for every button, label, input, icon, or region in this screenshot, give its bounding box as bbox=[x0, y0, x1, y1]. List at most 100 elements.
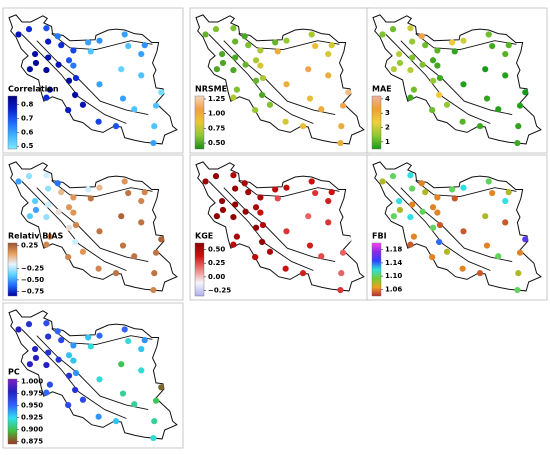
station-dot bbox=[252, 204, 260, 211]
station-dot bbox=[396, 50, 403, 58]
station-dot bbox=[409, 38, 416, 45]
country-outline bbox=[195, 161, 365, 292]
station-dot bbox=[72, 238, 79, 246]
station-dot bbox=[449, 39, 456, 46]
station-dot bbox=[131, 401, 138, 408]
station-dot bbox=[410, 86, 417, 93]
station-dot bbox=[483, 95, 491, 102]
country-outline bbox=[372, 14, 542, 145]
station-dot bbox=[337, 139, 344, 147]
colorbar-tick-label: 1.06 bbox=[385, 285, 402, 293]
colorbar-tick-label: 0.7 bbox=[21, 114, 34, 122]
station-dot bbox=[158, 384, 165, 391]
station-dot bbox=[151, 270, 158, 277]
station-dot bbox=[70, 47, 77, 54]
station-dot bbox=[121, 178, 128, 185]
zone-boundary bbox=[223, 40, 336, 116]
station-dot bbox=[43, 25, 50, 32]
station-dot bbox=[95, 265, 102, 272]
station-dot bbox=[87, 343, 94, 350]
zone-boundary bbox=[400, 187, 513, 263]
station-dot bbox=[299, 270, 307, 277]
station-dot bbox=[55, 61, 62, 68]
station-dot bbox=[436, 74, 444, 82]
zone-boundary bbox=[238, 33, 340, 51]
station-dot bbox=[85, 334, 92, 341]
station-dot bbox=[522, 89, 529, 96]
station-dot bbox=[72, 91, 79, 99]
station-dot bbox=[213, 213, 220, 220]
map-panel: KGE 0.50 0.25 0.00 −0.25 bbox=[189, 154, 371, 301]
station-dot bbox=[72, 221, 80, 229]
station-dot bbox=[65, 254, 72, 261]
station-dot bbox=[418, 180, 425, 187]
station-dot bbox=[45, 349, 52, 356]
station-dot bbox=[230, 66, 237, 74]
station-dot bbox=[305, 66, 312, 73]
station-dot bbox=[436, 238, 443, 246]
zone-boundary bbox=[208, 34, 314, 124]
colorbar-tick-label: −0.25 bbox=[208, 287, 231, 295]
colorbar-tick-label: 1.14 bbox=[385, 259, 402, 267]
station-dot bbox=[434, 209, 441, 216]
station-dot bbox=[345, 236, 352, 243]
station-dot bbox=[259, 74, 267, 82]
station-dot bbox=[45, 54, 52, 61]
station-dot bbox=[514, 139, 521, 147]
station-dot bbox=[152, 397, 160, 404]
colorbar-title: KGE bbox=[195, 232, 213, 241]
station-dot bbox=[87, 48, 94, 55]
station-dot bbox=[150, 434, 157, 442]
colorbar-tick-label: 0.8 bbox=[21, 100, 34, 108]
station-dot bbox=[45, 185, 52, 192]
station-dot bbox=[485, 31, 492, 38]
country-outline bbox=[195, 14, 365, 145]
station-dot bbox=[79, 248, 87, 255]
colorbar-tick-label: 0.50 bbox=[208, 139, 225, 147]
station-dot bbox=[429, 107, 436, 114]
station-dot bbox=[79, 396, 87, 403]
station-dot bbox=[308, 178, 315, 185]
station-dot bbox=[443, 101, 451, 108]
station-dot bbox=[409, 201, 416, 208]
station-dot bbox=[390, 213, 397, 220]
zone-boundary bbox=[36, 335, 149, 411]
zone-boundary bbox=[223, 187, 336, 263]
station-dot bbox=[485, 178, 492, 185]
station-dot bbox=[138, 50, 145, 58]
station-dot bbox=[70, 194, 77, 201]
station-dot bbox=[306, 242, 314, 249]
station-dot bbox=[242, 61, 249, 68]
station-dot bbox=[489, 189, 496, 197]
colorbar-title: Relativ BIAS bbox=[8, 232, 64, 241]
station-dot bbox=[396, 59, 404, 67]
station-dot bbox=[449, 186, 456, 193]
station-dot bbox=[158, 89, 165, 96]
station-dot bbox=[96, 376, 103, 383]
station-dot bbox=[274, 195, 281, 202]
station-dot bbox=[152, 102, 160, 109]
station-dot bbox=[308, 31, 315, 38]
zone-boundary bbox=[21, 329, 127, 419]
station-dot bbox=[242, 208, 249, 215]
station-dot bbox=[282, 265, 289, 272]
colorbar-tick-label: 3 bbox=[385, 109, 390, 117]
station-dot bbox=[55, 208, 62, 215]
station-dot bbox=[245, 189, 252, 196]
station-dot bbox=[259, 221, 267, 229]
colorbar bbox=[371, 95, 382, 150]
station-dot bbox=[257, 47, 264, 54]
station-dot bbox=[26, 213, 33, 220]
station-dot bbox=[407, 172, 414, 179]
station-dot bbox=[43, 389, 50, 396]
station-dot bbox=[45, 38, 52, 45]
zone-boundary bbox=[238, 180, 340, 198]
station-dot bbox=[306, 95, 314, 102]
station-dot bbox=[312, 42, 319, 50]
station-dot bbox=[26, 66, 33, 73]
colorbar-tick-label: 0.00 bbox=[208, 273, 225, 281]
station-dot bbox=[259, 91, 266, 99]
station-dot bbox=[410, 233, 417, 240]
station-dot bbox=[55, 356, 62, 363]
